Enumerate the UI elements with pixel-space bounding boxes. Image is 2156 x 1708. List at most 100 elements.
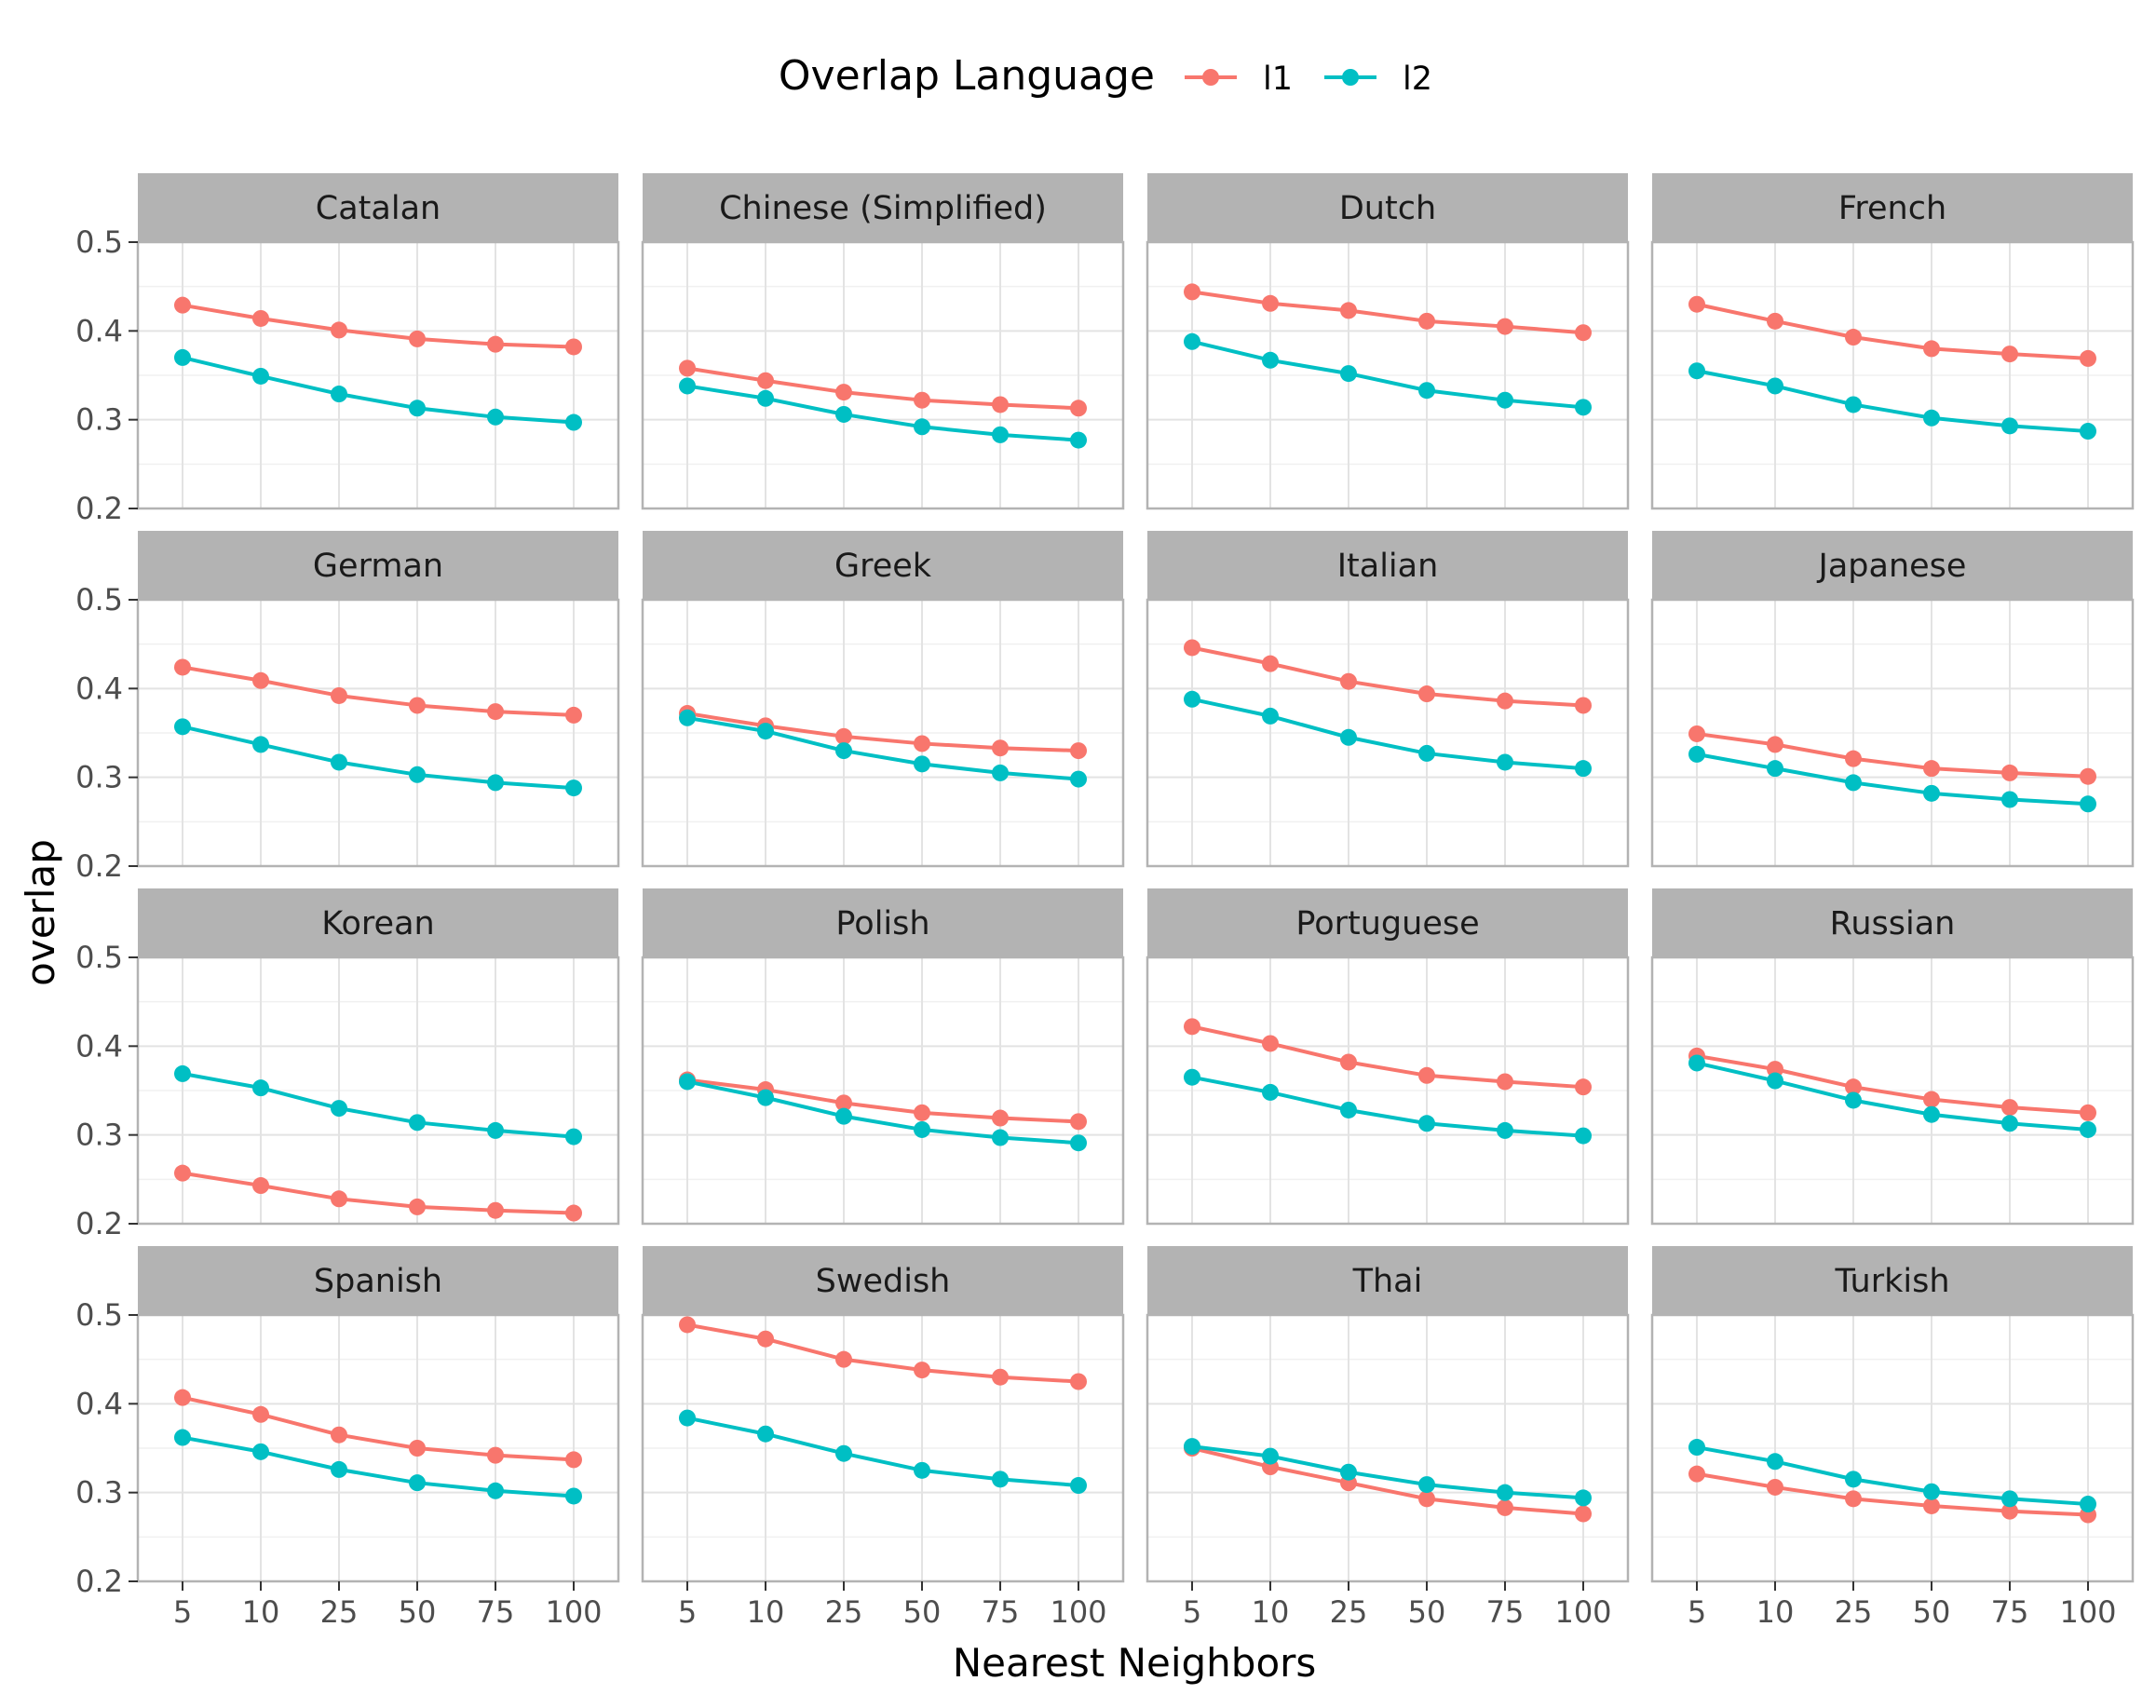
data-point-l2 bbox=[1262, 1083, 1279, 1101]
y-tick-label: 0.5 bbox=[75, 1297, 123, 1333]
series-line-l2 bbox=[1191, 697, 1584, 771]
data-point-l2 bbox=[252, 736, 269, 753]
series-line-l2 bbox=[182, 725, 575, 791]
data-point-l1 bbox=[331, 686, 347, 704]
series-line-l1 bbox=[1191, 290, 1584, 335]
facet-panel-chinese-simplified: Chinese (Simplified) bbox=[641, 173, 1125, 510]
legend-key-point-l1 bbox=[1202, 69, 1219, 86]
x-tick-label: 10 bbox=[242, 1594, 280, 1630]
data-point-l1 bbox=[1070, 400, 1087, 417]
facet-strip-label: Turkish bbox=[1834, 1263, 1949, 1300]
data-point-l2 bbox=[757, 1425, 774, 1443]
data-point-l2 bbox=[2080, 795, 2096, 813]
facet-strip-label: Spanish bbox=[314, 1263, 442, 1300]
data-point-l1 bbox=[1767, 1061, 1783, 1078]
data-point-l1 bbox=[409, 1198, 426, 1215]
panel-border bbox=[641, 1313, 1125, 1583]
data-point-l2 bbox=[757, 723, 774, 740]
data-point-l2 bbox=[757, 1089, 774, 1106]
panel-border bbox=[1650, 956, 2135, 1226]
y-axis-title: overlap bbox=[18, 839, 63, 986]
data-point-l1 bbox=[679, 359, 696, 377]
data-point-l1 bbox=[331, 321, 347, 339]
series-line-l2 bbox=[1191, 1444, 1584, 1500]
data-point-l2 bbox=[1845, 774, 1862, 792]
facet-panel-spanish: Spanish bbox=[136, 1246, 620, 1583]
facet-strip bbox=[1652, 1246, 2133, 1315]
facet-strip bbox=[643, 531, 1123, 600]
panel-border bbox=[1146, 598, 1630, 868]
legend-entry-l1: l1 bbox=[1185, 61, 1293, 98]
panel-border bbox=[1146, 956, 1630, 1226]
y-tick-label: 0.5 bbox=[75, 940, 123, 975]
data-point-l2 bbox=[1923, 1105, 1940, 1123]
data-point-l1 bbox=[1070, 742, 1087, 760]
data-point-l1 bbox=[1575, 1078, 1592, 1096]
data-point-l1 bbox=[331, 1426, 347, 1444]
data-point-l2 bbox=[1767, 760, 1783, 778]
y-tick-label: 0.2 bbox=[75, 848, 123, 884]
data-point-l1 bbox=[174, 1164, 191, 1182]
y-tick-label: 0.4 bbox=[75, 671, 123, 706]
data-point-l2 bbox=[1845, 1471, 1862, 1488]
y-tick-label: 0.2 bbox=[75, 1564, 123, 1599]
data-point-l1 bbox=[565, 1451, 582, 1469]
facet-panel-german: German bbox=[136, 531, 620, 868]
series-line-l2 bbox=[686, 384, 1079, 442]
x-tick-label: 25 bbox=[825, 1594, 863, 1630]
data-point-l1 bbox=[252, 1177, 269, 1195]
data-point-l1 bbox=[252, 671, 269, 689]
y-tick-label: 0.2 bbox=[75, 491, 123, 526]
facet-strip-label: Greek bbox=[834, 548, 932, 585]
data-point-l2 bbox=[1845, 396, 1862, 413]
series-line-l1 bbox=[182, 1171, 575, 1215]
legend: Overlap Language l1 l2 bbox=[779, 52, 1432, 100]
data-point-l2 bbox=[487, 408, 504, 426]
series-line-l2 bbox=[182, 355, 575, 425]
facet-strip-label: Polish bbox=[835, 905, 929, 942]
data-point-l2 bbox=[1688, 1439, 1705, 1457]
data-point-l2 bbox=[1418, 1115, 1435, 1132]
data-point-l2 bbox=[2080, 1120, 2096, 1138]
data-point-l2 bbox=[2001, 791, 2018, 808]
data-point-l1 bbox=[1767, 1478, 1783, 1496]
series-line-l2 bbox=[1696, 369, 2089, 434]
data-point-l2 bbox=[1184, 1068, 1200, 1086]
data-point-l2 bbox=[1688, 745, 1705, 763]
x-tick-label: 100 bbox=[1554, 1594, 1611, 1630]
facet-strip bbox=[643, 1246, 1123, 1315]
x-tick-label: 100 bbox=[1050, 1594, 1106, 1630]
series-line-l2 bbox=[686, 1416, 1079, 1488]
facet-panel-russian: Russian bbox=[1650, 888, 2135, 1226]
y-tick-label: 0.2 bbox=[75, 1206, 123, 1241]
data-point-l2 bbox=[1923, 1483, 1940, 1500]
facet-strip bbox=[1147, 888, 1628, 957]
data-point-l1 bbox=[1418, 1066, 1435, 1084]
x-tick-label: 10 bbox=[1252, 1594, 1290, 1630]
series-line-l1 bbox=[686, 1078, 1079, 1124]
data-point-l1 bbox=[1767, 736, 1783, 753]
panel-border bbox=[1650, 598, 2135, 868]
data-point-l2 bbox=[409, 766, 426, 783]
panel-border bbox=[641, 956, 1125, 1226]
facet-strip bbox=[138, 888, 618, 957]
x-tick-label: 75 bbox=[1486, 1594, 1525, 1630]
data-point-l2 bbox=[1340, 1463, 1357, 1481]
facet-strip-label: Dutch bbox=[1339, 190, 1436, 227]
facet-strip bbox=[138, 531, 618, 600]
data-point-l2 bbox=[252, 367, 269, 385]
facet-strip-label: Russian bbox=[1830, 905, 1956, 942]
x-tick-label: 25 bbox=[1835, 1594, 1873, 1630]
data-point-l1 bbox=[1688, 725, 1705, 742]
data-point-l2 bbox=[174, 1064, 191, 1082]
panel-border bbox=[1146, 1313, 1630, 1583]
x-tick-label: 50 bbox=[399, 1594, 437, 1630]
data-point-l2 bbox=[757, 389, 774, 407]
data-point-l1 bbox=[565, 1204, 582, 1222]
data-point-l1 bbox=[757, 372, 774, 389]
data-point-l2 bbox=[1070, 1477, 1087, 1495]
data-point-l2 bbox=[1262, 351, 1279, 369]
data-point-l1 bbox=[1575, 1505, 1592, 1523]
facet-panel-thai: Thai bbox=[1146, 1246, 1630, 1583]
facet-panel-turkish: Turkish bbox=[1650, 1246, 2135, 1583]
